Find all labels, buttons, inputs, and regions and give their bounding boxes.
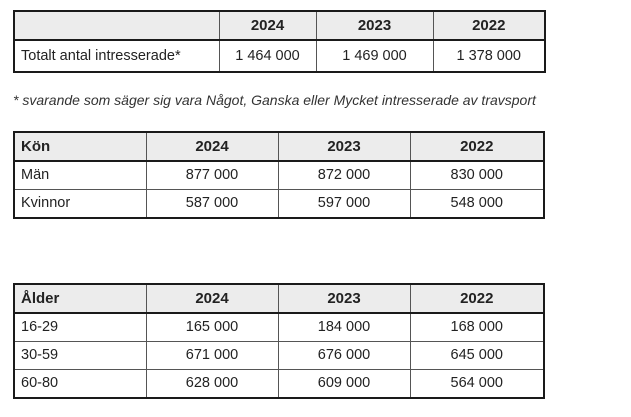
table-row: Kvinnor 587 000 597 000 548 000 xyxy=(13,189,545,219)
cell-value: 830 000 xyxy=(409,160,545,190)
row-label: Totalt antal intresserade* xyxy=(13,39,220,73)
row-label: 60-80 xyxy=(13,369,147,399)
header-year-2024: 2024 xyxy=(145,131,279,162)
cell-value: 609 000 xyxy=(277,369,411,399)
header-year-2023: 2023 xyxy=(315,10,434,41)
total-interest-table: 2024 2023 2022 Totalt antal intresserade… xyxy=(13,10,546,73)
table-row: Män 877 000 872 000 830 000 xyxy=(13,160,545,190)
header-age: Ålder xyxy=(13,283,147,314)
table-header-row: 2024 2023 2022 xyxy=(13,10,546,41)
header-year-2024: 2024 xyxy=(218,10,317,41)
cell-value: 676 000 xyxy=(277,341,411,370)
row-label: Kvinnor xyxy=(13,189,147,219)
gender-table: Kön 2024 2023 2022 Män 877 000 872 000 8… xyxy=(13,131,545,219)
cell-value: 1 378 000 xyxy=(432,39,546,73)
header-year-2023: 2023 xyxy=(277,283,411,314)
cell-value: 877 000 xyxy=(145,160,279,190)
header-gender: Kön xyxy=(13,131,147,162)
header-year-2022: 2022 xyxy=(432,10,546,41)
cell-value: 872 000 xyxy=(277,160,411,190)
header-empty-cell xyxy=(13,10,220,41)
table-header-row: Ålder 2024 2023 2022 xyxy=(13,283,545,314)
cell-value: 548 000 xyxy=(409,189,545,219)
cell-value: 165 000 xyxy=(145,312,279,342)
table-row: 60-80 628 000 609 000 564 000 xyxy=(13,369,545,399)
table-row: 16-29 165 000 184 000 168 000 xyxy=(13,312,545,342)
header-year-2023: 2023 xyxy=(277,131,411,162)
cell-value: 564 000 xyxy=(409,369,545,399)
cell-value: 628 000 xyxy=(145,369,279,399)
row-label: Män xyxy=(13,160,147,190)
cell-value: 1 469 000 xyxy=(315,39,434,73)
cell-value: 645 000 xyxy=(409,341,545,370)
header-year-2022: 2022 xyxy=(409,283,545,314)
table-row: 30-59 671 000 676 000 645 000 xyxy=(13,341,545,370)
header-year-2022: 2022 xyxy=(409,131,545,162)
row-label: 30-59 xyxy=(13,341,147,370)
cell-value: 587 000 xyxy=(145,189,279,219)
cell-value: 1 464 000 xyxy=(218,39,317,73)
cell-value: 168 000 xyxy=(409,312,545,342)
footnote: * svarande som säger sig vara Något, Gan… xyxy=(13,92,536,108)
row-label: 16-29 xyxy=(13,312,147,342)
cell-value: 671 000 xyxy=(145,341,279,370)
table-header-row: Kön 2024 2023 2022 xyxy=(13,131,545,162)
header-year-2024: 2024 xyxy=(145,283,279,314)
cell-value: 597 000 xyxy=(277,189,411,219)
table-row: Totalt antal intresserade* 1 464 000 1 4… xyxy=(13,39,546,73)
age-table: Ålder 2024 2023 2022 16-29 165 000 184 0… xyxy=(13,283,545,399)
cell-value: 184 000 xyxy=(277,312,411,342)
